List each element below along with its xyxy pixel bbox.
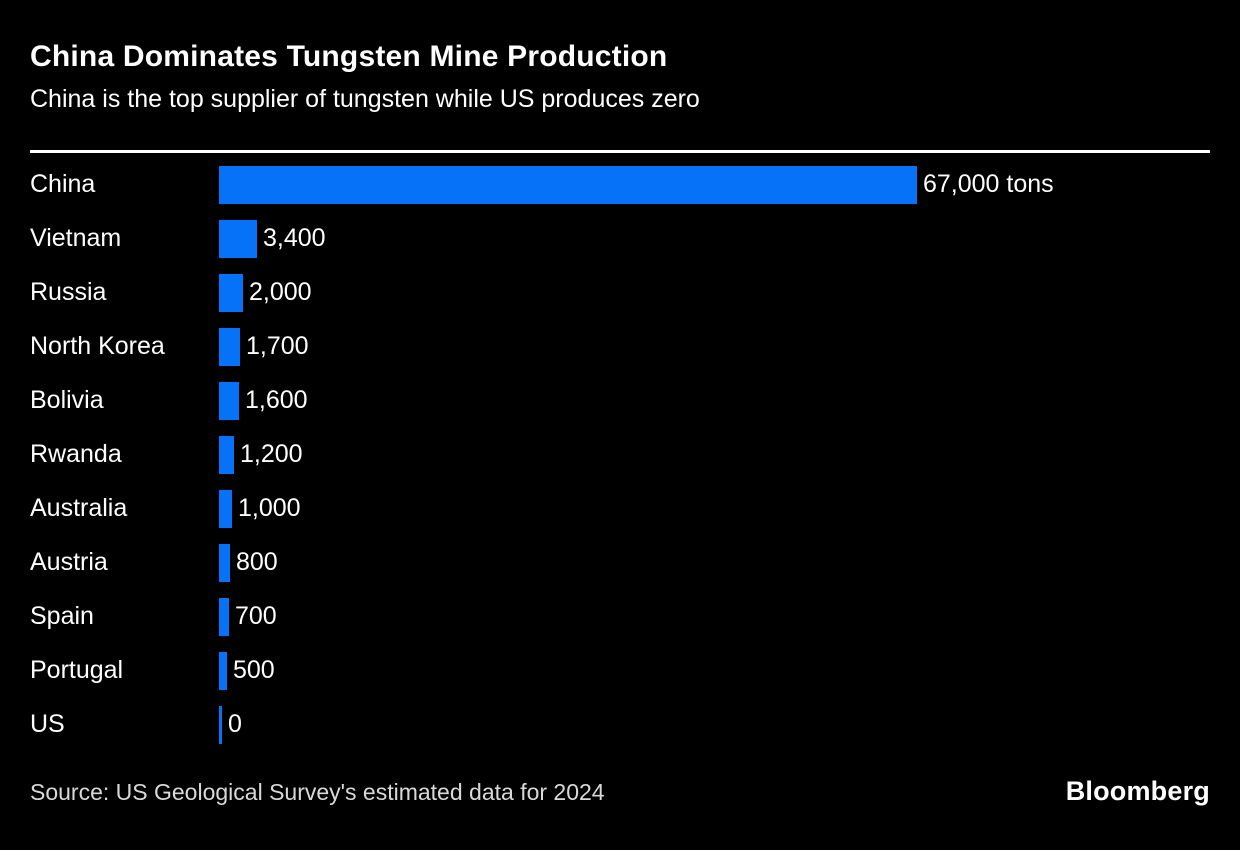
bar-track: 1,000 bbox=[219, 489, 1210, 528]
bar-track: 1,600 bbox=[219, 381, 1210, 420]
value-label: 1,000 bbox=[238, 494, 301, 522]
category-label: China bbox=[30, 170, 96, 198]
category-label: Spain bbox=[30, 602, 94, 630]
value-label: 2,000 bbox=[249, 278, 312, 306]
bar-track: 67,000 tons bbox=[219, 165, 1210, 204]
bar-row: Bolivia 1,600 bbox=[30, 374, 1210, 428]
category-label: North Korea bbox=[30, 332, 165, 360]
bar bbox=[219, 219, 257, 258]
value-label: 67,000 tons bbox=[923, 170, 1054, 198]
bar bbox=[219, 273, 243, 312]
bar bbox=[219, 381, 239, 420]
bar bbox=[219, 705, 222, 744]
bar-row: Russia 2,000 bbox=[30, 266, 1210, 320]
bar bbox=[219, 165, 917, 204]
source-note: Source: US Geological Survey's estimated… bbox=[30, 778, 605, 805]
bar-row: Australia 1,000 bbox=[30, 482, 1210, 536]
bar bbox=[219, 435, 234, 474]
value-label: 1,700 bbox=[246, 332, 309, 360]
bar bbox=[219, 327, 240, 366]
bar-row: North Korea 1,700 bbox=[30, 320, 1210, 374]
value-label: 800 bbox=[236, 548, 278, 576]
bar-row: US 0 bbox=[30, 698, 1210, 752]
bar-track: 700 bbox=[219, 597, 1210, 636]
category-label: US bbox=[30, 710, 65, 738]
bar-track: 2,000 bbox=[219, 273, 1210, 312]
bar-track: 3,400 bbox=[219, 219, 1210, 258]
bar-row: China 67,000 tons bbox=[30, 158, 1210, 212]
bar-track: 0 bbox=[219, 705, 1210, 744]
bar bbox=[219, 543, 230, 582]
value-label: 1,200 bbox=[240, 440, 303, 468]
category-label: Russia bbox=[30, 278, 107, 306]
bar-chart: China 67,000 tons Vietnam 3,400 Russia 2… bbox=[30, 158, 1210, 752]
divider-rule bbox=[30, 149, 1210, 153]
bar-track: 1,700 bbox=[219, 327, 1210, 366]
bar-track: 500 bbox=[219, 651, 1210, 690]
value-label: 0 bbox=[228, 710, 242, 738]
bar-track: 800 bbox=[219, 543, 1210, 582]
value-label: 500 bbox=[233, 656, 275, 684]
category-label: Austria bbox=[30, 548, 108, 576]
value-label: 700 bbox=[235, 602, 277, 630]
bar bbox=[219, 489, 232, 528]
bar-track: 1,200 bbox=[219, 435, 1210, 474]
bloomberg-logo: Bloomberg bbox=[1065, 775, 1210, 806]
category-label: Portugal bbox=[30, 656, 124, 684]
bar-row: Rwanda 1,200 bbox=[30, 428, 1210, 482]
bar bbox=[219, 651, 227, 690]
chart-title: China Dominates Tungsten Mine Production bbox=[30, 40, 668, 73]
bar-row: Spain 700 bbox=[30, 590, 1210, 644]
bar bbox=[219, 597, 229, 636]
category-label: Bolivia bbox=[30, 386, 104, 414]
chart-footer: Source: US Geological Survey's estimated… bbox=[30, 776, 1210, 807]
bar-row: Vietnam 3,400 bbox=[30, 212, 1210, 266]
bar-row: Austria 800 bbox=[30, 536, 1210, 590]
category-label: Rwanda bbox=[30, 440, 122, 468]
chart-subtitle: China is the top supplier of tungsten wh… bbox=[30, 84, 700, 113]
value-label: 3,400 bbox=[263, 224, 326, 252]
category-label: Australia bbox=[30, 494, 128, 522]
value-label: 1,600 bbox=[245, 386, 308, 414]
category-label: Vietnam bbox=[30, 224, 122, 252]
bar-row: Portugal 500 bbox=[30, 644, 1210, 698]
